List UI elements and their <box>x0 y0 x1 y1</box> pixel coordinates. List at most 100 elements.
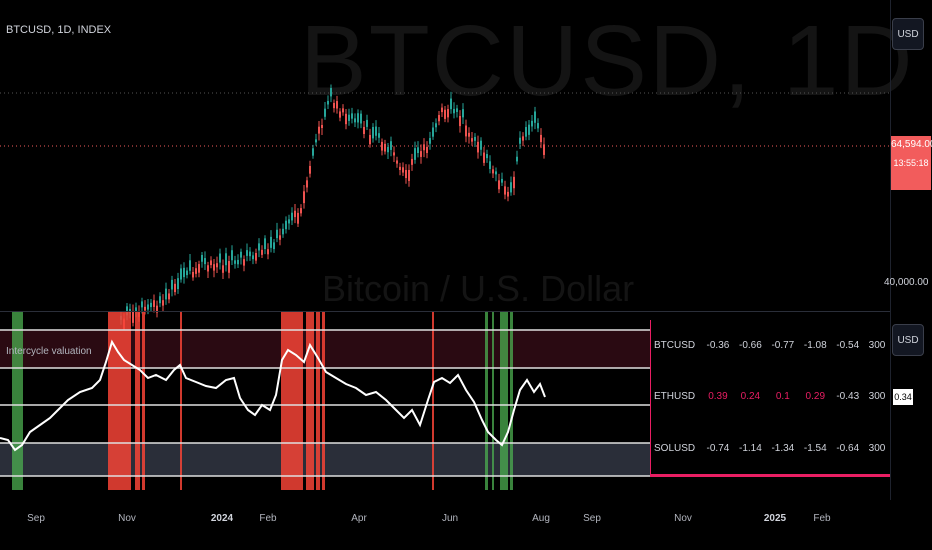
time-axis-label: Apr <box>351 513 367 524</box>
candle <box>249 251 251 257</box>
candle <box>522 136 524 141</box>
candle <box>183 267 185 278</box>
candle <box>447 109 449 118</box>
candle <box>378 133 380 138</box>
candle <box>414 148 416 160</box>
time-axis-label: 2024 <box>210 513 234 524</box>
candle <box>429 138 431 144</box>
candle <box>300 208 302 214</box>
candle <box>504 186 506 195</box>
indicator-title[interactable]: Intercycle valuation <box>6 346 92 357</box>
candle <box>363 126 365 134</box>
candle <box>204 258 206 265</box>
candle <box>246 250 248 256</box>
candle <box>411 158 413 165</box>
candle <box>516 156 518 162</box>
chart-watermark-subtitle: Bitcoin / U.S. Dollar <box>322 268 635 309</box>
valuation-symbol: SOLUSD <box>654 442 696 454</box>
time-axis-label: Jun <box>441 513 459 524</box>
candle <box>243 259 245 266</box>
currency-button-bottom[interactable]: USD <box>892 324 924 356</box>
time-axis-label: Feb <box>259 513 277 524</box>
candle <box>180 268 182 280</box>
undervalued-signal-bar <box>492 312 494 490</box>
candle <box>264 238 266 250</box>
candle <box>333 102 335 109</box>
candle <box>147 304 149 310</box>
time-axis-label: Sep <box>27 513 45 524</box>
candle <box>276 229 278 239</box>
candle <box>405 169 407 179</box>
candle <box>417 147 419 154</box>
candle <box>315 139 317 143</box>
candle <box>375 126 377 136</box>
candle <box>192 271 194 278</box>
chart-watermark: BTCUSD, 1D <box>300 5 915 117</box>
time-axis-label: Nov <box>674 513 692 524</box>
bar-countdown: 13:55:18 <box>893 158 929 168</box>
pane-separator[interactable] <box>0 311 890 312</box>
candle <box>354 118 356 123</box>
candle <box>540 134 542 143</box>
candle <box>342 108 344 113</box>
candle <box>318 126 320 134</box>
candle <box>282 228 284 235</box>
currency-button-top[interactable]: USD <box>892 18 924 50</box>
candle <box>156 305 158 313</box>
candle <box>435 123 437 128</box>
candle <box>162 300 164 306</box>
candle <box>213 264 215 271</box>
candle <box>171 279 173 290</box>
candle <box>267 249 269 255</box>
candle <box>492 169 494 174</box>
valuation-cell: 0.39 <box>708 391 728 403</box>
valuation-cell: 300 <box>868 340 886 352</box>
valuation-row: ETHUSD 0.39 0.24 0.1 0.29 -0.43 300 <box>651 371 890 422</box>
valuation-cell: -0.66 <box>738 340 762 352</box>
valuation-cell: -0.43 <box>836 391 860 403</box>
candle <box>441 107 443 113</box>
time-axis-label: Feb <box>813 513 831 524</box>
candle <box>525 127 527 137</box>
candle <box>222 265 224 273</box>
candle <box>339 111 341 118</box>
valuation-cell: -1.14 <box>738 442 762 454</box>
candle <box>471 138 473 142</box>
valuation-cell: 300 <box>868 442 886 454</box>
candle <box>288 219 290 224</box>
symbol-label[interactable]: BTCUSD, 1D, INDEX <box>6 24 112 36</box>
overvalued-signal-bar <box>135 312 140 490</box>
candle <box>285 220 287 230</box>
candle <box>486 154 488 159</box>
candle <box>474 136 476 141</box>
candle <box>144 306 146 311</box>
candle <box>198 264 200 273</box>
candle <box>237 259 239 265</box>
undervalued-signal-bar <box>485 312 488 490</box>
overvalued-signal-bar <box>108 312 131 490</box>
candle <box>261 249 263 255</box>
candle <box>477 141 479 153</box>
valuation-cell: 0.29 <box>805 391 826 403</box>
candle <box>459 115 461 127</box>
candle <box>189 260 191 271</box>
overvalued-signal-bar <box>316 312 320 490</box>
valuation-cell: 0.1 <box>775 391 790 403</box>
valuation-row: BTCUSD -0.36 -0.66 -0.77 -1.08 -0.54 300 <box>651 320 890 371</box>
candle <box>225 253 227 266</box>
candle <box>177 278 179 290</box>
candle <box>426 146 428 153</box>
candle <box>408 169 410 181</box>
candle <box>450 98 452 110</box>
valuation-symbol: ETHUSD <box>654 391 696 403</box>
candle <box>453 108 455 114</box>
candle <box>327 100 329 105</box>
undervalued-signal-bar <box>500 312 508 490</box>
candle <box>324 108 326 117</box>
candle <box>153 300 155 307</box>
candles <box>120 84 545 335</box>
candle <box>495 171 497 175</box>
candle <box>360 113 362 124</box>
candle <box>357 113 359 123</box>
